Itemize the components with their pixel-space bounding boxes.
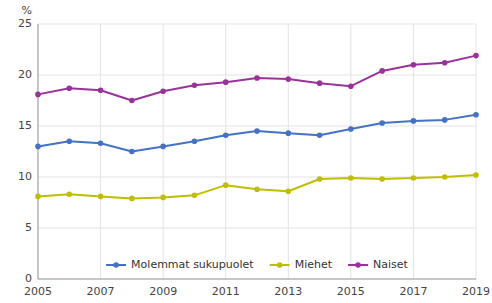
tick-label: 15 [18, 119, 32, 132]
point [192, 193, 198, 199]
tick-label: 5 [25, 221, 32, 234]
legend-item: Naiset [348, 258, 409, 271]
point [254, 128, 260, 134]
grid-line [350, 24, 351, 279]
point [285, 188, 291, 194]
tick-label: 2013 [274, 285, 302, 298]
grid-line [100, 24, 101, 279]
legend-label: Molemmat sukupuolet [131, 258, 254, 271]
x-axis [38, 279, 476, 280]
point [35, 92, 41, 98]
point [223, 79, 229, 85]
point [129, 98, 135, 104]
series-line [38, 175, 476, 198]
tick-label: 10 [18, 170, 32, 183]
point [66, 139, 72, 145]
grid-line [38, 228, 476, 229]
grid-line [38, 126, 476, 127]
legend-marker [355, 262, 361, 268]
point [160, 144, 166, 150]
point [160, 89, 166, 95]
chart: 0 5 10 15 20 25 2005 2007 2009 2011 2013 2015 2017 20… [0, 0, 492, 303]
legend-marker [113, 262, 119, 268]
point [317, 132, 323, 138]
point [192, 139, 198, 145]
point [442, 60, 448, 66]
tick-label: 2019 [462, 285, 490, 298]
grid-line [225, 24, 226, 279]
point [348, 83, 354, 89]
point [35, 144, 41, 150]
point [379, 120, 385, 126]
tick-label: 20 [18, 68, 32, 81]
point [473, 112, 479, 118]
series-line [38, 56, 476, 101]
tick-label: 2017 [399, 285, 427, 298]
point [98, 194, 104, 200]
point [442, 117, 448, 123]
plot-area [35, 53, 479, 201]
axes: 0 5 10 15 20 25 2005 2007 2009 2011 2013 2015 2017 20… [18, 17, 490, 298]
point [411, 175, 417, 181]
tick-label: 2009 [149, 285, 177, 298]
tick-label: 2011 [212, 285, 240, 298]
tick-label: 2005 [24, 285, 52, 298]
point [66, 85, 72, 91]
point [35, 194, 41, 200]
point [254, 75, 260, 81]
point [98, 88, 104, 94]
point [442, 174, 448, 180]
point [473, 53, 479, 59]
grid-line [163, 24, 164, 279]
tick-label: 25 [18, 17, 32, 30]
grid-line [38, 24, 476, 25]
legend-marker [277, 262, 283, 268]
y-axis [38, 24, 39, 279]
grid [38, 24, 476, 279]
point [66, 192, 72, 198]
point [129, 196, 135, 202]
point [411, 62, 417, 68]
legend-label: Miehet [295, 258, 333, 271]
point [223, 132, 229, 138]
tick-label: 2007 [87, 285, 115, 298]
point [129, 149, 135, 155]
point [254, 186, 260, 192]
grid-line [288, 24, 289, 279]
point [379, 176, 385, 182]
point [348, 126, 354, 132]
legend: Molemmat sukupuolet Miehet Naiset [106, 258, 408, 271]
point [473, 172, 479, 178]
point [160, 195, 166, 201]
point [285, 130, 291, 136]
point [411, 118, 417, 124]
point [223, 182, 229, 188]
point [379, 68, 385, 74]
legend-item: Molemmat sukupuolet [106, 258, 254, 271]
legend-label: Naiset [373, 258, 409, 271]
grid-line [38, 24, 39, 279]
point [317, 80, 323, 86]
grid-line [476, 24, 477, 279]
point [285, 76, 291, 82]
legend-item: Miehet [270, 258, 333, 271]
point [348, 175, 354, 181]
tick-label: 0 [25, 272, 32, 285]
grid-line [38, 279, 476, 280]
tick-label: 2015 [337, 285, 365, 298]
y-axis-label: % [22, 4, 32, 17]
point [98, 141, 104, 147]
series-line [38, 115, 476, 152]
point [192, 82, 198, 88]
point [317, 176, 323, 182]
